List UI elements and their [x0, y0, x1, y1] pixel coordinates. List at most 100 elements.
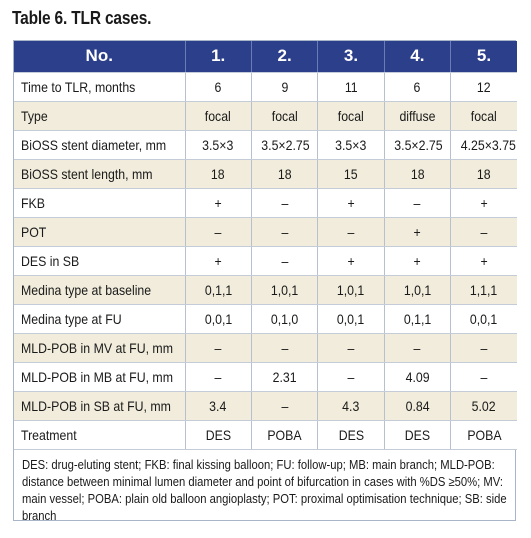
table-cell: – [251, 391, 319, 421]
cell-value: 6 [214, 78, 222, 95]
table-row: MLD-POB in MV at FU, mm – – – – – [14, 333, 517, 363]
table-cell: 3.5×2.75 [251, 130, 319, 160]
cell-value: 4.3 [342, 397, 360, 414]
table-cell: – [251, 246, 319, 276]
table-cell: 0,1,0 [251, 304, 319, 334]
cell-value: 1,1,1 [470, 281, 498, 298]
cell-value: 3.5×3 [335, 136, 367, 153]
table-cell: – [450, 333, 517, 363]
table-cell: – [251, 217, 319, 247]
table-cell: 0,0,1 [450, 304, 517, 334]
cell-value: 0,0,1 [337, 310, 365, 327]
cell-value: + [413, 223, 421, 240]
row-label: Type [14, 101, 186, 131]
cell-value: 0,1,0 [270, 310, 299, 327]
row-label: POT [14, 217, 186, 247]
cell-value: 0,1,1 [204, 281, 232, 298]
table-cell: – [450, 362, 517, 392]
table-cell: 0,1,1 [384, 304, 452, 334]
table-cell: focal [450, 101, 517, 131]
cell-value: 12 [477, 78, 491, 95]
row-label-text: FKB [21, 194, 45, 211]
table-body: Time to TLR, months 6 9 11 6 12 Type focal focal… [14, 72, 517, 450]
row-label: MLD-POB in MV at FU, mm [14, 333, 186, 363]
cell-value: 1,0,1 [337, 281, 365, 298]
table-cell: 11 [317, 72, 385, 102]
row-label-text: Treatment [21, 426, 77, 443]
table-cell: 12 [450, 72, 517, 102]
cell-value: – [480, 223, 488, 240]
cell-value: + [413, 252, 421, 269]
header-cell: No. [14, 41, 186, 73]
table-row: Treatment DES POBA DES DES POBA [14, 420, 517, 450]
table-cell: + [450, 246, 517, 276]
cell-value: 0,0,1 [470, 310, 498, 327]
table-row: POT – – – + – [14, 217, 517, 247]
table-cell: – [317, 333, 385, 363]
row-label: Treatment [14, 420, 186, 450]
cell-value: DES [338, 426, 364, 443]
cell-value: 9 [281, 78, 289, 95]
cell-value: – [413, 194, 421, 211]
cell-value: 0.84 [405, 397, 430, 414]
cell-value: – [413, 339, 421, 356]
table-cell: focal [317, 101, 385, 131]
cell-value: 18 [277, 165, 292, 182]
table-cell: – [251, 188, 319, 218]
table-cell: + [317, 188, 385, 218]
header-cell: 5. [450, 41, 517, 73]
row-label: DES in SB [14, 246, 186, 276]
table-frame: No. 1. 2. 3. 4. 5. Time to TLR, months 6 9… [13, 40, 517, 523]
row-label: Time to TLR, months [14, 72, 186, 102]
cell-value: – [281, 252, 289, 269]
table-cell: DES [384, 420, 452, 450]
cell-value: 18 [211, 165, 226, 182]
table-cell: 5.02 [450, 391, 517, 421]
header-cell: 1. [185, 41, 252, 73]
table-cell: – [251, 333, 319, 363]
table-cell: – [317, 362, 385, 392]
table-cell: + [384, 217, 452, 247]
row-label-text: Medina type at FU [21, 310, 122, 327]
table-cell: 4.25×3.75 [450, 130, 517, 160]
row-label: MLD-POB in SB at FU, mm [14, 391, 186, 421]
cell-value: focal [271, 107, 298, 124]
table-row: MLD-POB in MB at FU, mm – 2.31 – 4.09 – [14, 362, 517, 392]
table-cell: 18 [450, 159, 517, 189]
cell-value: 15 [344, 165, 358, 182]
table-row: Time to TLR, months 6 9 11 6 12 [14, 72, 517, 102]
table-cell: 0.84 [384, 391, 452, 421]
row-label-text: Medina type at baseline [21, 281, 152, 298]
cell-value: 3.5×3 [202, 136, 234, 153]
cell-value: – [480, 368, 488, 385]
cell-value: POBA [267, 426, 302, 443]
cell-value: 11 [344, 78, 358, 95]
tlr-table: No. 1. 2. 3. 4. 5. Time to TLR, months 6 9… [14, 41, 517, 450]
table-cell: 0,0,1 [317, 304, 385, 334]
table-cell: 2.31 [251, 362, 319, 392]
cell-value: – [480, 339, 488, 356]
table-cell: DES [317, 420, 385, 450]
cell-value: – [281, 194, 289, 211]
table-title: Table 6. TLR cases. [12, 8, 152, 28]
table-cell: DES [185, 420, 252, 450]
table-row: Medina type at baseline 0,1,1 1,0,1 1,0,1 1,… [14, 275, 517, 305]
table-cell: focal [251, 101, 319, 131]
cell-value: 2.31 [272, 368, 297, 385]
table-cell: 1,0,1 [317, 275, 385, 305]
cell-value: – [347, 339, 355, 356]
table-cell: – [384, 188, 452, 218]
table-cell: + [317, 246, 385, 276]
table-cell: 1,0,1 [384, 275, 452, 305]
table-cell: 3.4 [185, 391, 252, 421]
cell-value: – [347, 223, 355, 240]
table-cell: diffuse [384, 101, 452, 131]
table-cell: – [185, 362, 252, 392]
row-label-text: BiOSS stent diameter, mm [21, 136, 167, 153]
table-cell: 1,0,1 [251, 275, 319, 305]
table-cell: – [317, 217, 385, 247]
row-label-text: MLD-POB in MB at FU, mm [21, 368, 173, 385]
table-cell: 4.3 [317, 391, 385, 421]
table-cell: 0,0,1 [185, 304, 252, 334]
cell-value: – [347, 368, 355, 385]
